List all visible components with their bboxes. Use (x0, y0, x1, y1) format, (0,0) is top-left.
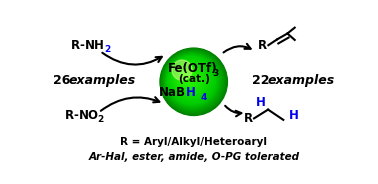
Circle shape (176, 65, 203, 92)
Text: Fe(OTf): Fe(OTf) (167, 62, 217, 75)
Circle shape (186, 75, 187, 77)
Circle shape (169, 57, 214, 102)
Text: 22: 22 (252, 74, 274, 87)
Circle shape (166, 54, 218, 107)
Circle shape (185, 75, 189, 78)
Circle shape (172, 61, 208, 97)
Text: -: - (79, 39, 84, 52)
Text: 2: 2 (104, 45, 111, 54)
Circle shape (179, 68, 198, 87)
Circle shape (174, 63, 206, 95)
Text: Ar-Hal, ester, amide, O-PG tolerated: Ar-Hal, ester, amide, O-PG tolerated (88, 152, 299, 162)
Text: R: R (71, 39, 80, 52)
Circle shape (181, 70, 195, 84)
Text: 26: 26 (53, 74, 75, 87)
Circle shape (164, 53, 220, 109)
Text: R = Aryl/Alkyl/Heteroaryl: R = Aryl/Alkyl/Heteroaryl (120, 137, 267, 147)
Circle shape (161, 49, 225, 114)
Text: 3: 3 (212, 68, 218, 77)
Circle shape (164, 52, 222, 110)
Text: -: - (73, 109, 78, 122)
Circle shape (166, 55, 218, 106)
Circle shape (167, 56, 216, 104)
Circle shape (163, 51, 223, 111)
Circle shape (164, 52, 221, 109)
Circle shape (173, 62, 207, 96)
Circle shape (170, 58, 212, 101)
Text: R: R (258, 39, 267, 52)
Circle shape (184, 74, 189, 79)
Circle shape (165, 54, 219, 108)
Circle shape (183, 72, 192, 81)
Text: NH: NH (85, 39, 104, 52)
Circle shape (180, 68, 197, 86)
Circle shape (178, 67, 199, 89)
Circle shape (175, 63, 205, 94)
Circle shape (181, 71, 194, 83)
Text: R: R (243, 112, 253, 125)
Circle shape (161, 49, 226, 114)
Circle shape (177, 66, 201, 90)
Circle shape (165, 53, 220, 108)
Circle shape (170, 59, 211, 100)
Text: H: H (288, 109, 299, 122)
Circle shape (183, 72, 192, 82)
Circle shape (180, 69, 196, 85)
Circle shape (184, 73, 191, 80)
Text: 2: 2 (97, 115, 103, 124)
Text: examples: examples (68, 74, 136, 87)
Text: R: R (65, 109, 74, 122)
Text: 4: 4 (201, 93, 207, 102)
Circle shape (186, 75, 188, 77)
Circle shape (178, 67, 200, 89)
Circle shape (172, 61, 209, 98)
Circle shape (172, 60, 192, 80)
Circle shape (169, 58, 213, 102)
Circle shape (170, 59, 212, 100)
Text: H: H (186, 86, 195, 99)
Circle shape (171, 60, 210, 99)
Text: (cat.): (cat.) (178, 75, 210, 84)
Circle shape (184, 74, 190, 79)
Text: NO: NO (79, 109, 99, 122)
Circle shape (173, 62, 208, 96)
Circle shape (163, 51, 223, 112)
Circle shape (180, 69, 197, 86)
Circle shape (162, 50, 224, 112)
Circle shape (167, 55, 217, 106)
Circle shape (176, 65, 202, 91)
Circle shape (174, 63, 206, 94)
Circle shape (168, 56, 215, 104)
Circle shape (182, 71, 193, 83)
Circle shape (183, 73, 191, 81)
Circle shape (169, 57, 214, 103)
Circle shape (177, 66, 201, 90)
Circle shape (175, 64, 203, 92)
Circle shape (175, 64, 204, 93)
Circle shape (178, 68, 199, 88)
Circle shape (161, 49, 227, 115)
Text: H: H (256, 96, 266, 109)
Text: NaB: NaB (158, 86, 186, 99)
Circle shape (162, 50, 225, 113)
Circle shape (172, 60, 210, 98)
Text: examples: examples (268, 74, 335, 87)
Circle shape (181, 70, 195, 84)
Circle shape (167, 56, 217, 105)
Circle shape (160, 48, 228, 116)
